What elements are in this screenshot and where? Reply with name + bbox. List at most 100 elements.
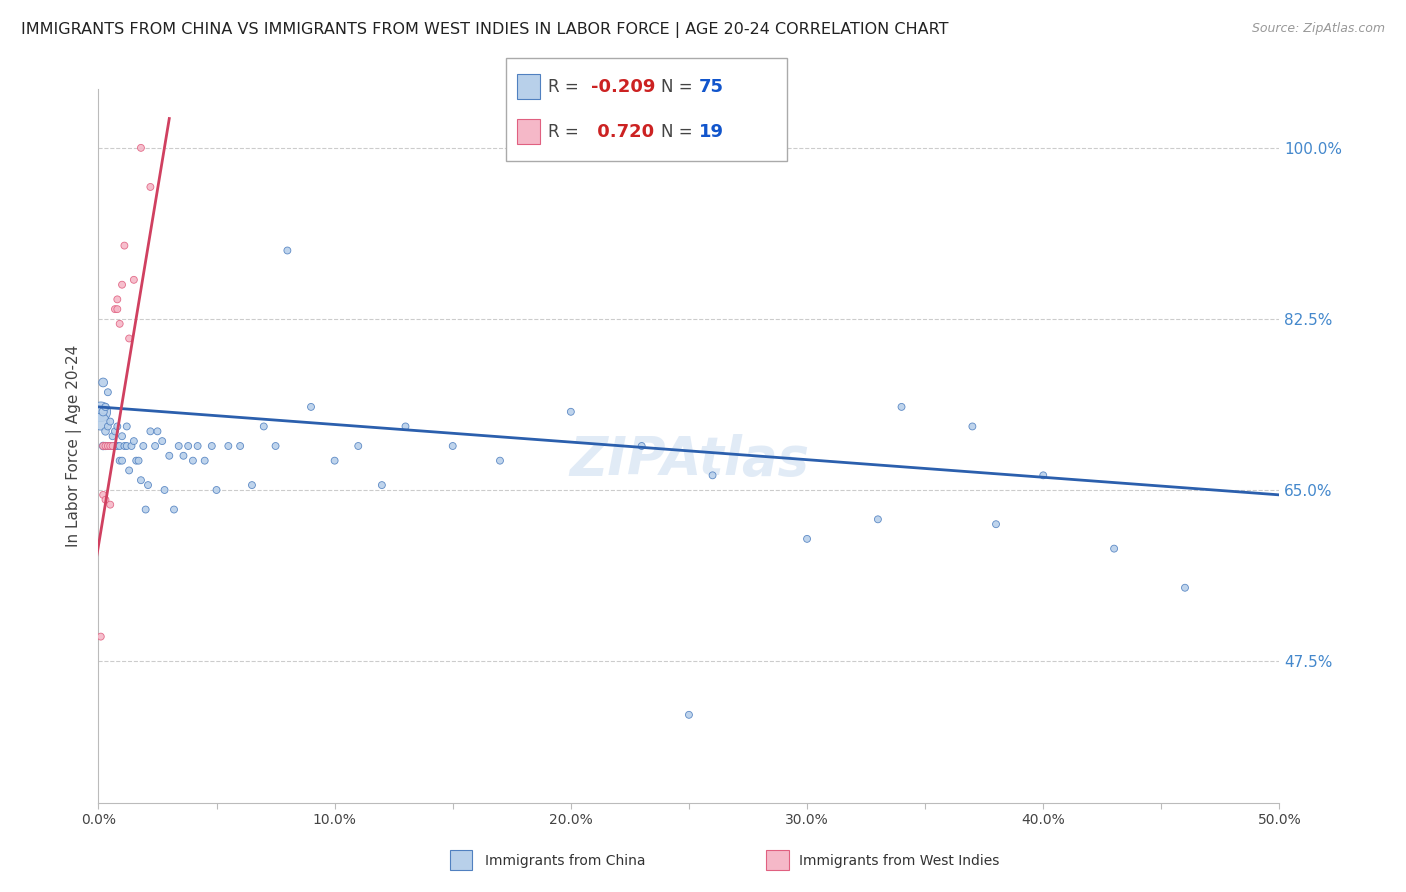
Point [181, 453, 204, 467]
Text: N =: N = [661, 78, 697, 95]
Point [135, 502, 157, 516]
Point [441, 439, 464, 453]
Point [153, 483, 176, 497]
Point [90, 405, 112, 419]
Point [91, 405, 114, 419]
Point [128, 453, 150, 467]
Point [105, 293, 128, 307]
Point [97, 439, 120, 453]
Text: 75: 75 [699, 78, 724, 95]
Point [104, 302, 127, 317]
Point [90, 630, 112, 644]
Point [205, 483, 228, 497]
Point [91, 439, 114, 453]
Text: 19: 19 [699, 123, 724, 141]
Point [122, 434, 145, 449]
Point [97, 419, 120, 434]
Point [177, 439, 200, 453]
Point [118, 331, 141, 345]
Point [111, 429, 134, 443]
Point [91, 376, 114, 390]
Point [630, 439, 652, 453]
Point [129, 141, 152, 155]
Point [97, 439, 120, 453]
Point [94, 439, 117, 453]
Point [1032, 468, 1054, 483]
Text: R =: R = [548, 123, 585, 141]
Point [98, 439, 121, 453]
Point [217, 439, 239, 453]
Point [101, 439, 124, 453]
Point [132, 439, 155, 453]
Point [118, 463, 141, 477]
Point [264, 439, 287, 453]
Point [163, 502, 186, 516]
Point [98, 498, 121, 512]
Point [394, 419, 416, 434]
Point [125, 453, 148, 467]
Point [150, 434, 173, 449]
Point [172, 449, 194, 463]
Point [194, 453, 217, 467]
Point [115, 419, 138, 434]
Point [112, 439, 135, 453]
Point [702, 468, 724, 483]
Point [253, 419, 276, 434]
Point [105, 419, 128, 434]
Point [115, 439, 138, 453]
Point [105, 302, 128, 317]
Point [962, 419, 984, 434]
Point [98, 415, 121, 429]
Point [276, 244, 298, 258]
Point [91, 439, 114, 453]
Point [143, 439, 166, 453]
Point [94, 400, 117, 414]
Point [167, 439, 190, 453]
Point [91, 488, 114, 502]
Text: Immigrants from West Indies: Immigrants from West Indies [799, 854, 1000, 868]
Point [101, 429, 124, 443]
Point [111, 453, 134, 467]
Point [347, 439, 370, 453]
Point [104, 425, 127, 439]
Point [323, 453, 346, 467]
Point [139, 180, 162, 194]
Point [299, 400, 322, 414]
Point [139, 425, 162, 439]
Point [201, 439, 224, 453]
Text: Source: ZipAtlas.com: Source: ZipAtlas.com [1251, 22, 1385, 36]
Point [108, 439, 131, 453]
Point [890, 400, 912, 414]
Text: N =: N = [661, 123, 697, 141]
Point [122, 273, 145, 287]
Point [112, 238, 135, 252]
Point [371, 478, 394, 492]
Point [94, 439, 117, 453]
Point [866, 512, 889, 526]
Point [229, 439, 252, 453]
Point [136, 478, 159, 492]
Point [984, 517, 1007, 532]
Point [796, 532, 818, 546]
Point [94, 425, 117, 439]
Point [1174, 581, 1197, 595]
Point [104, 439, 127, 453]
Text: 0.720: 0.720 [591, 123, 654, 141]
Point [240, 478, 263, 492]
Point [121, 439, 143, 453]
Text: -0.209: -0.209 [591, 78, 655, 95]
Point [129, 473, 152, 487]
Point [1102, 541, 1125, 556]
Point [90, 415, 112, 429]
Point [94, 492, 117, 507]
Point [108, 317, 131, 331]
Point [678, 707, 700, 722]
Y-axis label: In Labor Force | Age 20-24: In Labor Force | Age 20-24 [66, 345, 83, 547]
Text: IMMIGRANTS FROM CHINA VS IMMIGRANTS FROM WEST INDIES IN LABOR FORCE | AGE 20-24 : IMMIGRANTS FROM CHINA VS IMMIGRANTS FROM… [21, 22, 949, 38]
Point [187, 439, 209, 453]
Text: ZIPAtlas: ZIPAtlas [569, 434, 808, 486]
Point [98, 439, 121, 453]
Point [105, 439, 128, 453]
Point [108, 453, 131, 467]
Point [101, 439, 124, 453]
